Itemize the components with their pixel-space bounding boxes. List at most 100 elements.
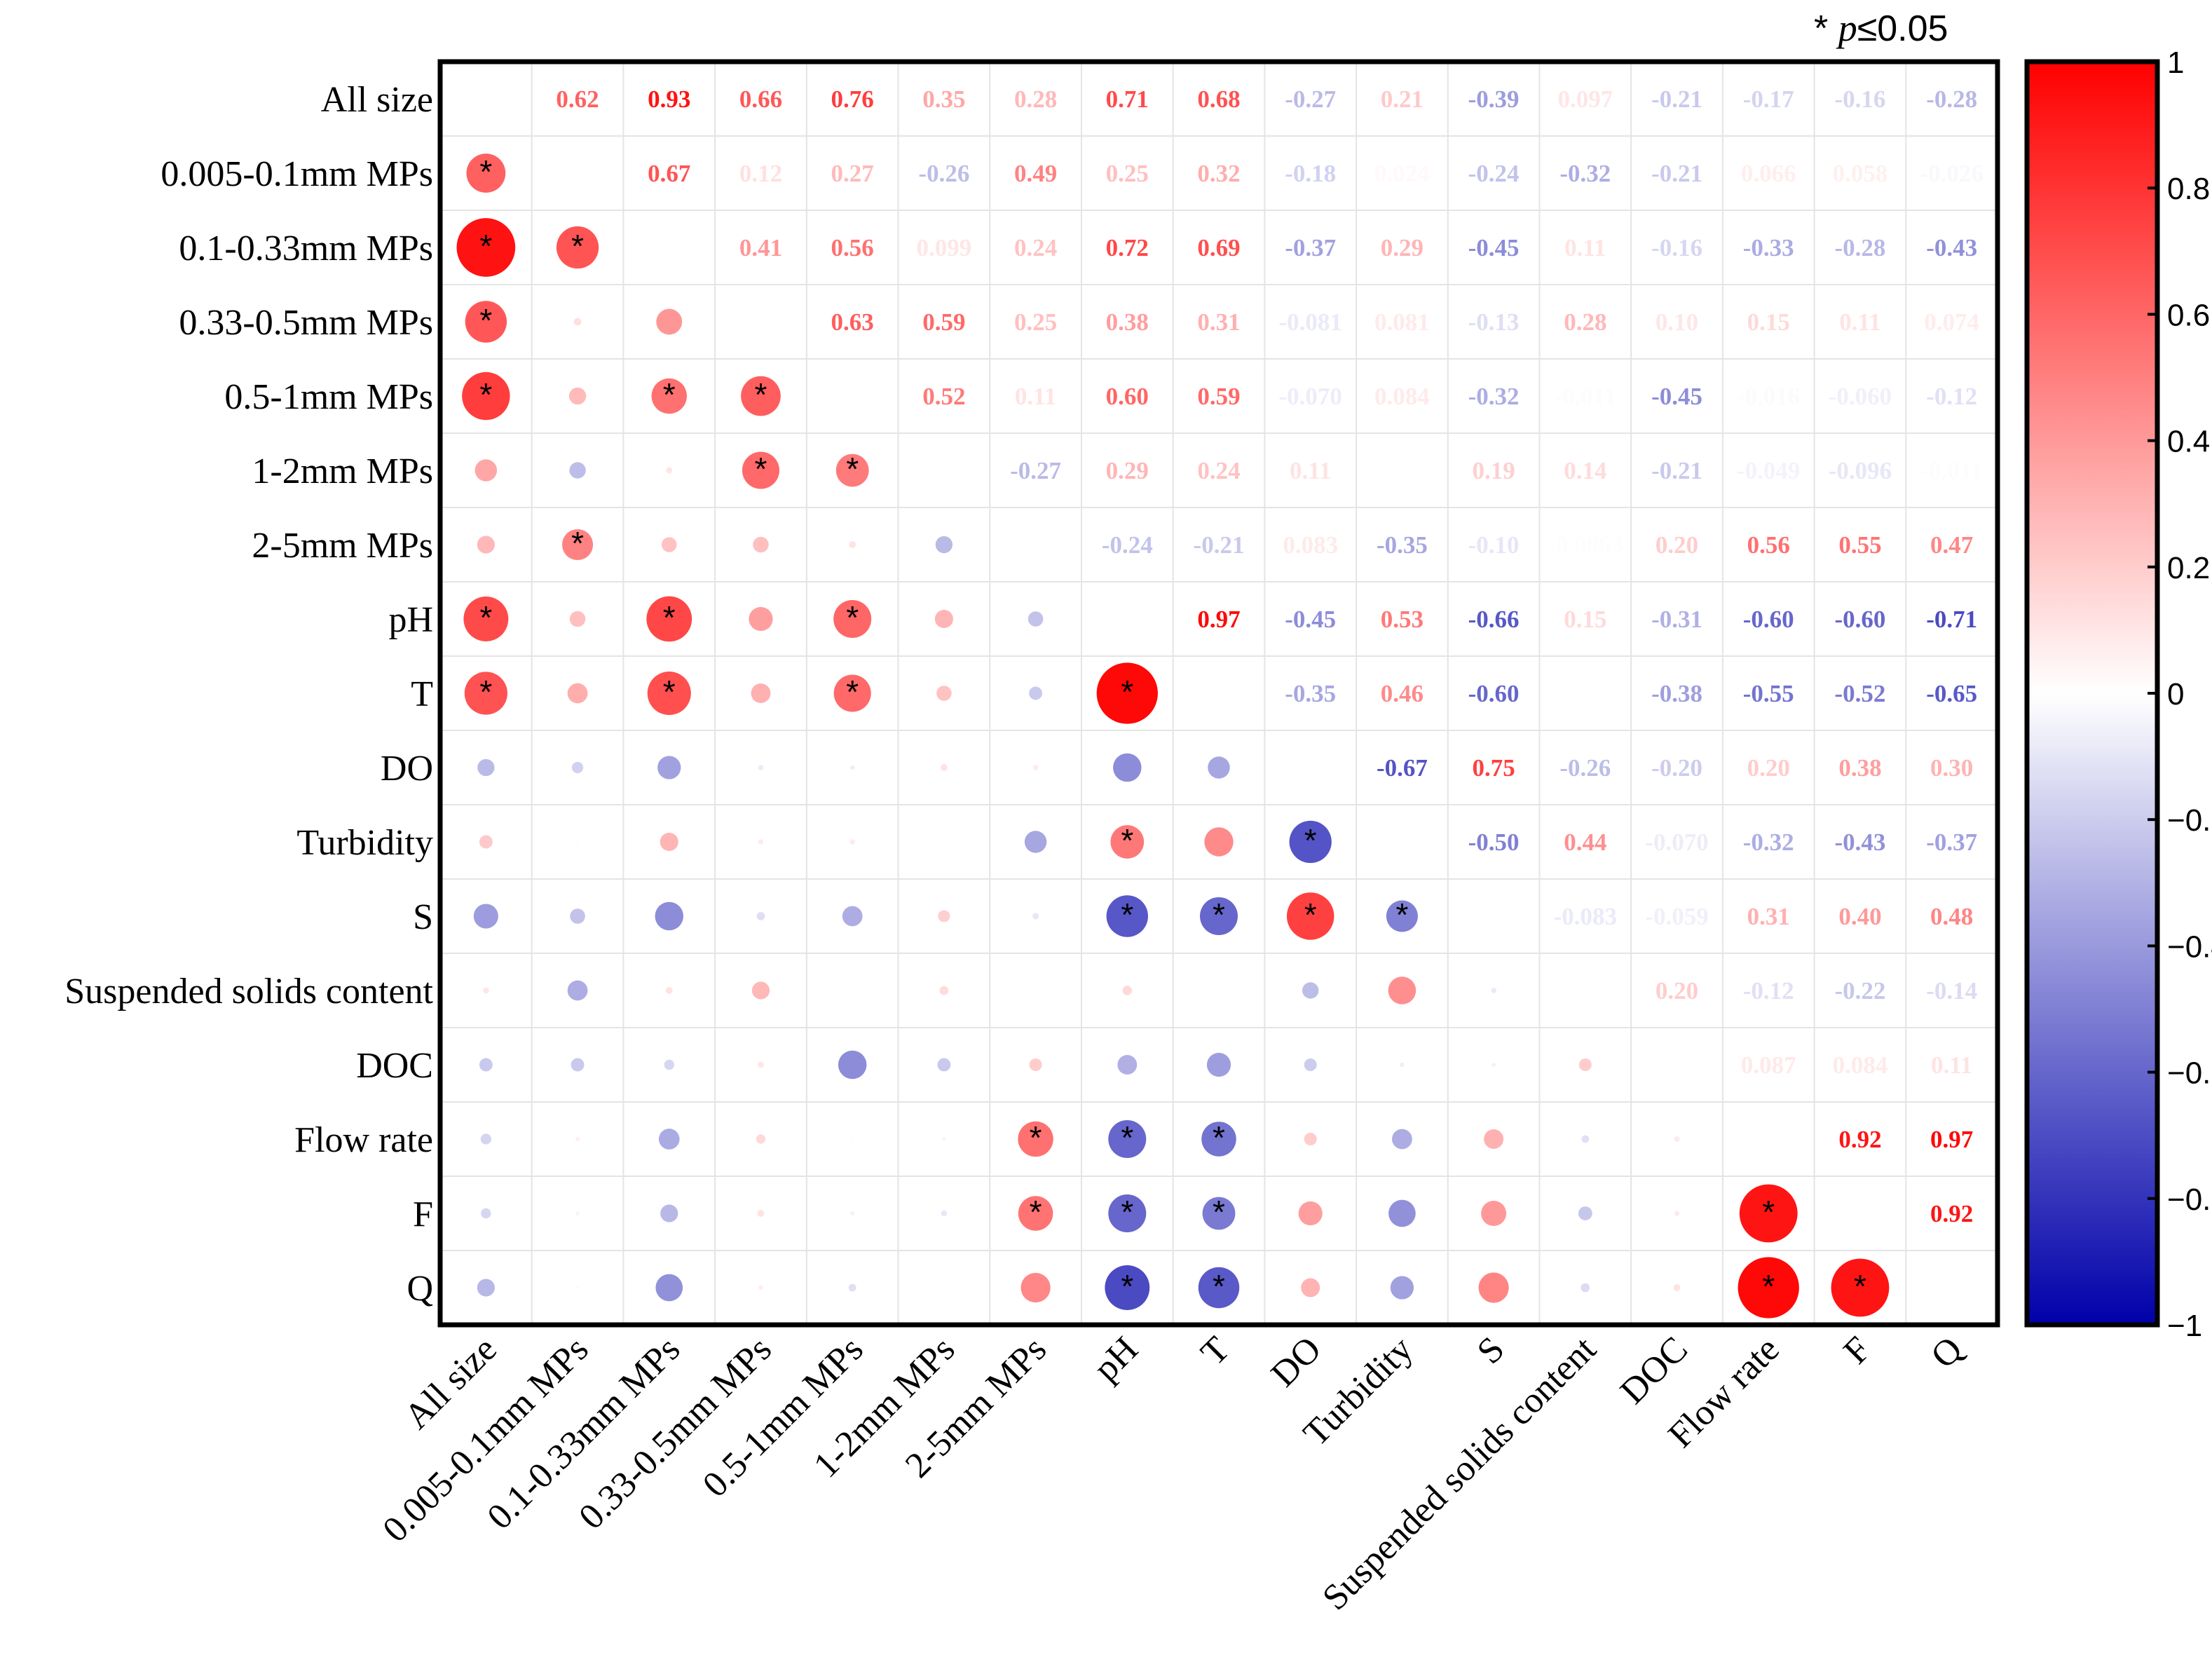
correlation-circle (1202, 1197, 1236, 1230)
correlation-circle (1108, 1120, 1147, 1158)
value-label: 0.49 (1014, 160, 1057, 187)
correlation-circle (475, 459, 498, 482)
value-label: 0.56 (831, 234, 874, 261)
value-label: -0.43 (1926, 234, 1977, 261)
correlation-circle (1028, 611, 1044, 627)
correlation-circle (1302, 982, 1319, 999)
significance-star: * (1121, 674, 1133, 710)
correlation-circle (479, 1058, 493, 1072)
correlation-circle (1029, 686, 1043, 700)
row-labels: All size 0.005-0.1mm MPs 0.1-0.33mm MPs 0.3… (64, 80, 433, 1309)
value-label: -0.14 (1926, 977, 1977, 1004)
value-label: -0.10 (1468, 531, 1520, 559)
correlation-circle (651, 378, 687, 414)
value-label: 0.92 (1930, 1200, 1973, 1227)
value-label: 0.15 (1564, 606, 1606, 633)
correlation-circle (850, 1211, 854, 1215)
value-label: 0.53 (1381, 606, 1424, 633)
correlation-circle (575, 1137, 580, 1141)
correlation-circle (1581, 1283, 1590, 1293)
significance-star: * (1213, 897, 1225, 933)
colorbar-tick-label: 0.4 (2167, 425, 2210, 459)
value-label: -0.32 (1743, 829, 1794, 856)
value-label: 0.48 (1930, 903, 1973, 930)
value-label: -0.21 (1651, 160, 1702, 187)
correlation-circle (851, 989, 854, 992)
value-label: -0.24 (1468, 160, 1520, 187)
correlation-circle (849, 839, 855, 845)
value-label: 0.93 (648, 86, 690, 113)
value-label: -0.27 (1285, 86, 1336, 113)
value-label: -0.33 (1743, 234, 1794, 261)
value-label: -0.13 (1468, 308, 1520, 336)
value-label: 0.066 (1741, 160, 1796, 187)
correlation-circle (473, 904, 498, 929)
correlation-circle (477, 536, 495, 554)
value-label: 0.084 (1833, 1051, 1888, 1079)
value-label: -0.60 (1468, 680, 1520, 707)
correlation-circle (571, 1058, 585, 1072)
correlation-circle (1674, 1136, 1680, 1142)
correlation-circle (757, 1061, 764, 1068)
value-label: -0.52 (1834, 680, 1885, 707)
column-label: F (1836, 1329, 1879, 1372)
value-label: -0.37 (1285, 234, 1336, 261)
value-label: 0.24 (1197, 457, 1240, 484)
correlation-circle (936, 686, 952, 701)
row-label: Suspended solids content (64, 972, 433, 1011)
row-label: S (413, 897, 433, 937)
correlation-circle (567, 980, 588, 1001)
value-label: -0.20 (1651, 754, 1702, 782)
correlation-circle (568, 387, 587, 405)
row-label: 0.5-1mm MPs (224, 377, 433, 417)
value-label: -0.22 (1834, 977, 1885, 1004)
correlation-circle (576, 1286, 579, 1289)
row-label: pH (388, 600, 433, 640)
value-label: -0.27 (1010, 457, 1061, 484)
column-label: T (1194, 1329, 1238, 1373)
colorbar-tick-label: 1 (2167, 46, 2184, 80)
value-label: 0.15 (1747, 308, 1790, 336)
colorbar-tick-label: −0.2 (2167, 803, 2212, 838)
value-label: 0.20 (1655, 977, 1698, 1004)
significance-star: * (846, 599, 859, 636)
correlation-circle (1304, 1133, 1317, 1145)
value-label: -0.60 (1743, 606, 1794, 633)
correlation-circle (1739, 1184, 1798, 1243)
significance-star: * (755, 451, 767, 487)
column-label: DOC (1613, 1329, 1695, 1412)
value-label: 0.27 (831, 160, 874, 187)
correlation-circle (1392, 1129, 1412, 1150)
value-label: -0.24 (1102, 531, 1153, 559)
correlation-circle (569, 462, 586, 479)
correlation-circle (1301, 1278, 1320, 1297)
significance-star: * (846, 451, 859, 487)
plot-frame (437, 59, 2000, 1328)
correlation-circle (1673, 1284, 1681, 1291)
correlation-circle (842, 906, 863, 927)
correlation-circle (758, 765, 764, 770)
value-label: 0.31 (1197, 308, 1240, 336)
correlation-circle (464, 672, 507, 715)
value-label: 0.024 (1374, 160, 1430, 187)
value-label: -0.28 (1834, 234, 1885, 261)
value-label: 0.29 (1381, 234, 1424, 261)
correlation-circle (1578, 1058, 1592, 1071)
correlation-circle (848, 1283, 856, 1292)
value-label: -0.35 (1285, 680, 1336, 707)
significance-star: * (1762, 1194, 1775, 1230)
value-label: -0.070 (1645, 829, 1708, 856)
value-label: 0.47 (1930, 531, 1973, 559)
significance-star: * (1030, 1194, 1042, 1230)
correlation-circle (1018, 1196, 1053, 1231)
correlation-circle (481, 1208, 491, 1219)
significance-star: * (1121, 822, 1133, 859)
value-label: -0.55 (1743, 680, 1794, 707)
row-label: DOC (356, 1046, 433, 1086)
row-label: Flow rate (294, 1120, 433, 1160)
row-label: 0.005-0.1mm MPs (161, 154, 433, 194)
correlation-circle (1018, 1121, 1053, 1157)
colorbar: 1 0.8 0.6 0.4 0.2 0 −0.2 −0.4 −0.6 −0.8 −1 (2024, 46, 2212, 1343)
value-label: 0.081 (1374, 308, 1430, 336)
